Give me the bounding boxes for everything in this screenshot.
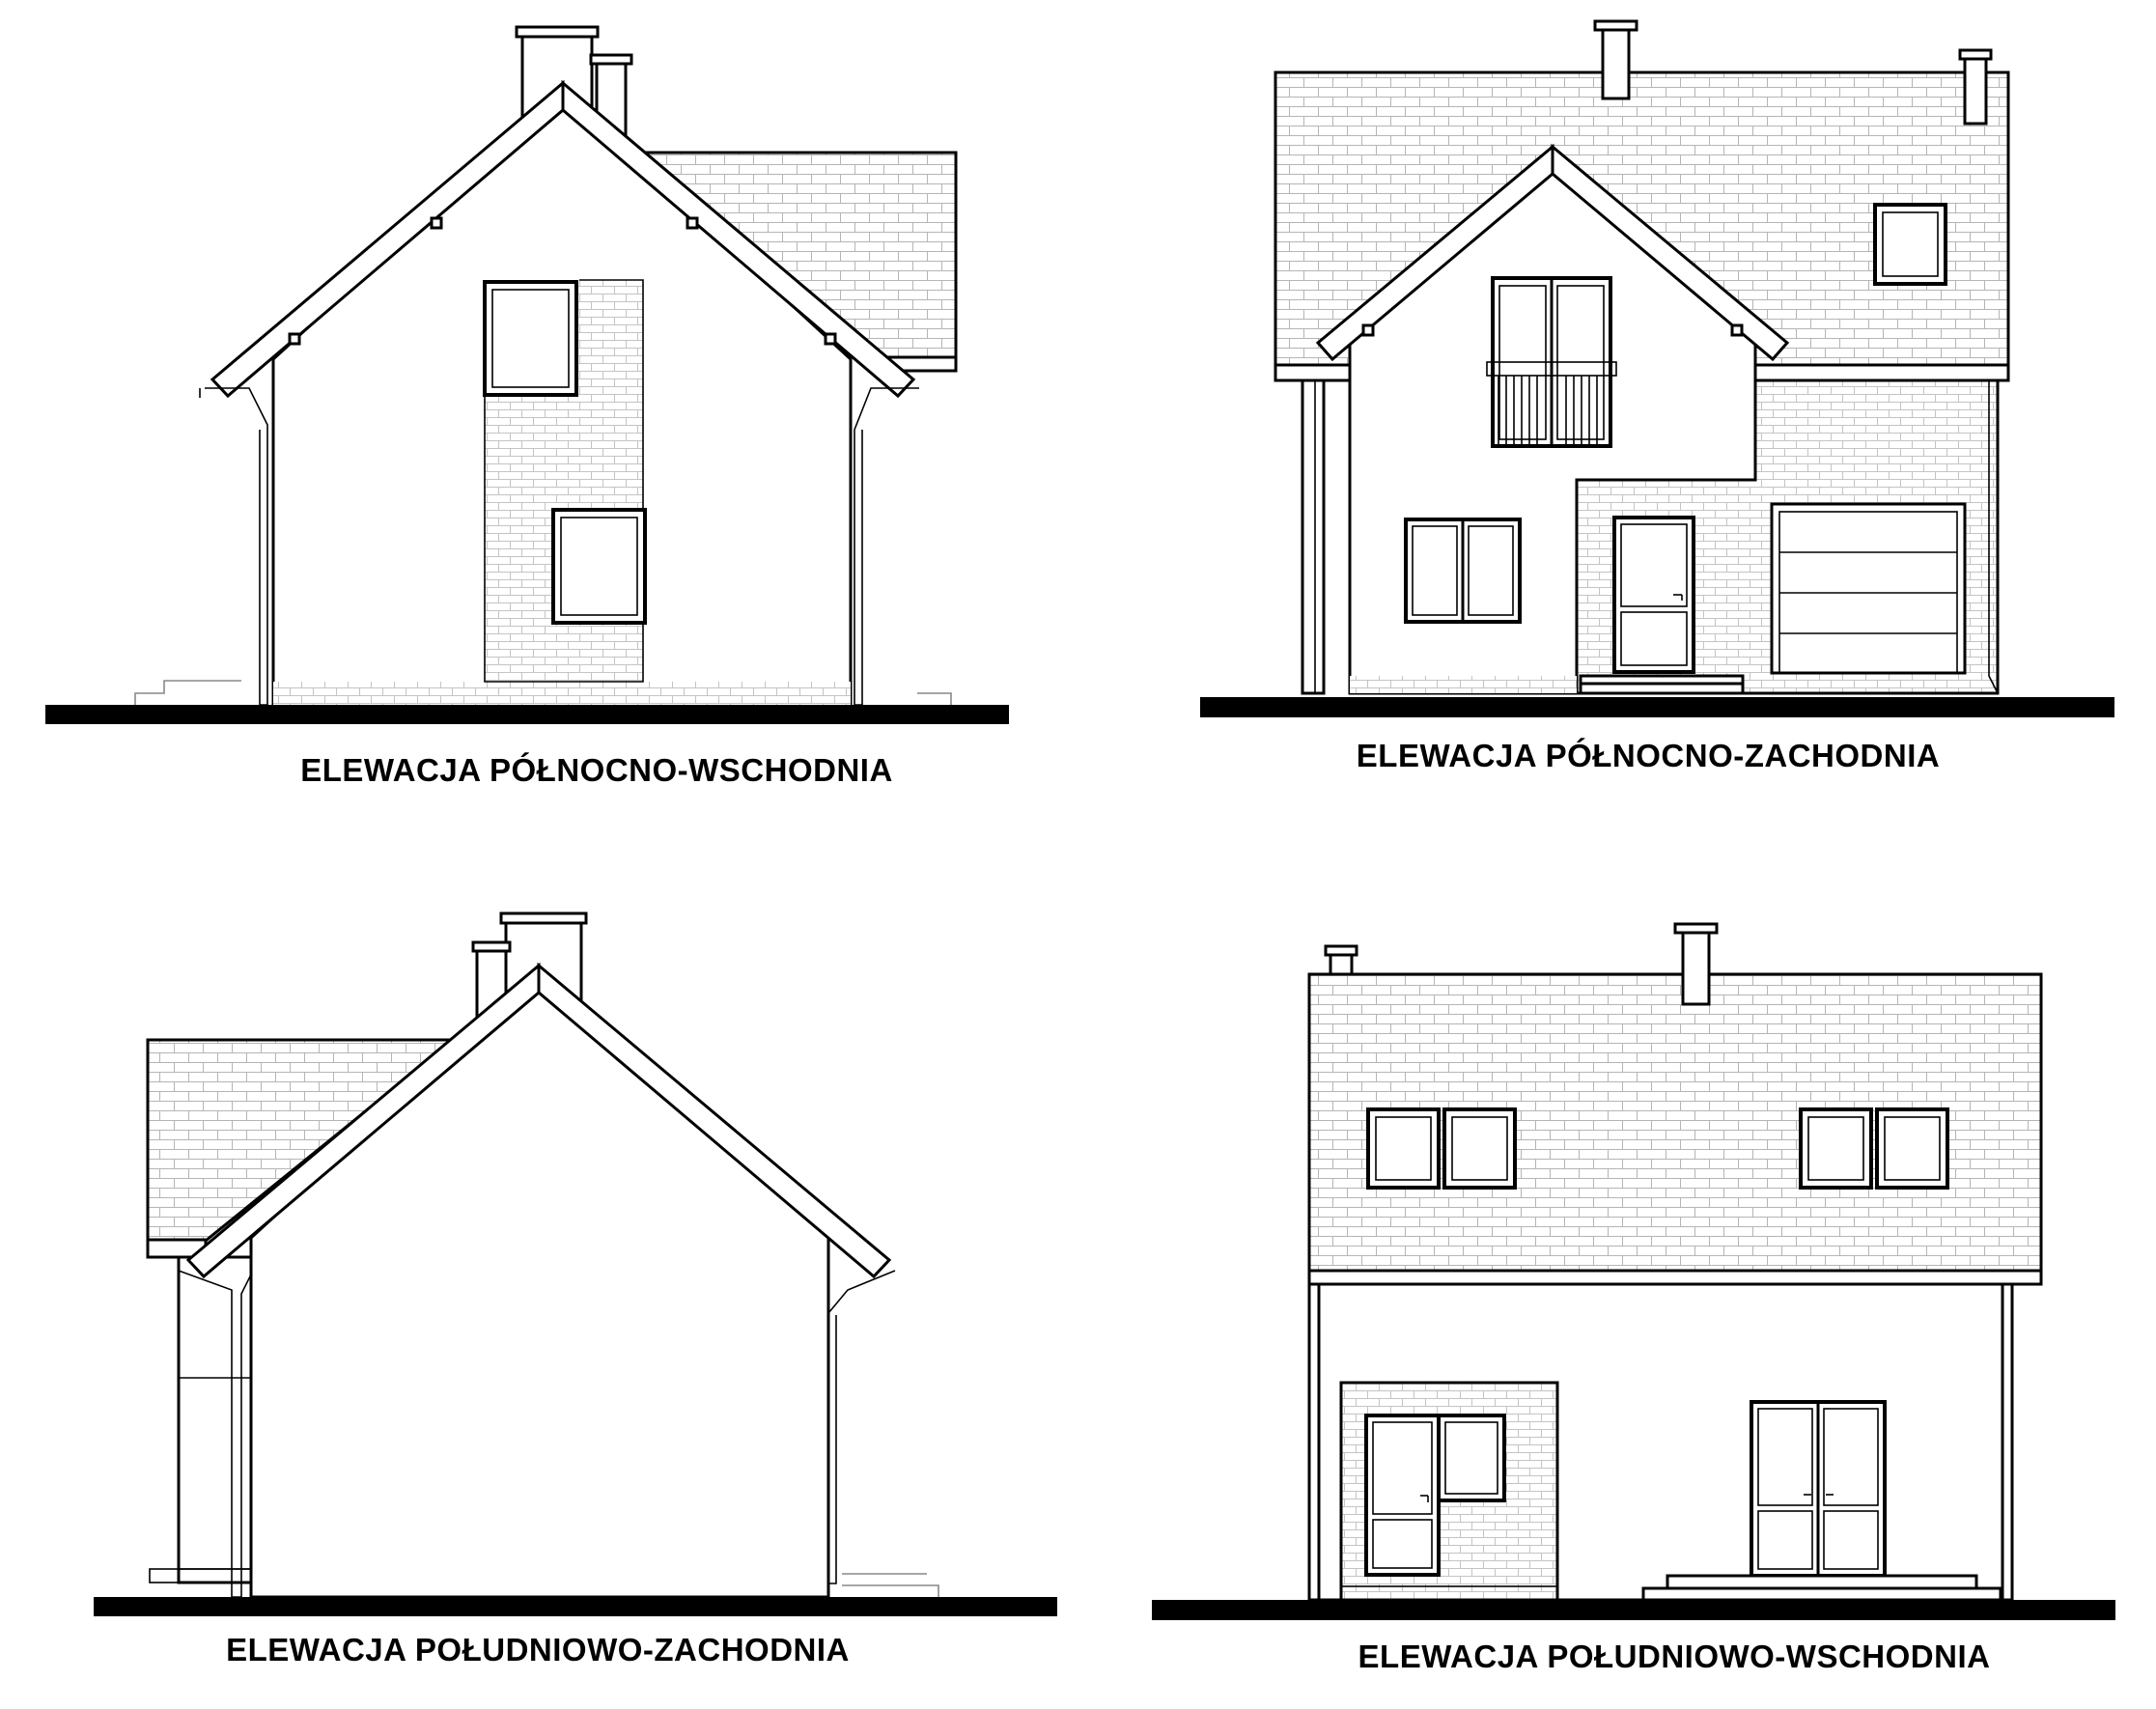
caption-elevation-sw: ELEWACJA POŁUDNIOWO-ZACHODNIA xyxy=(226,1632,850,1667)
elevation-nw xyxy=(1200,19,2114,717)
balustrade-bars xyxy=(1498,376,1598,446)
bargeboard-right xyxy=(561,79,916,399)
bargeboard-right xyxy=(1551,143,1790,362)
chimney xyxy=(1601,27,1631,100)
roof-window xyxy=(1875,1107,1949,1190)
roof-window xyxy=(1799,1107,1873,1190)
chimney xyxy=(1681,930,1711,1006)
garage-door xyxy=(1770,502,1967,675)
roof-window xyxy=(1366,1107,1441,1190)
elevation-ne xyxy=(45,25,1009,724)
ground-line xyxy=(1200,697,2114,717)
bargeboard-right xyxy=(537,962,892,1279)
french-balustrade xyxy=(1486,361,1617,377)
window xyxy=(551,508,647,625)
ground-line xyxy=(94,1597,1057,1616)
downpipe xyxy=(205,387,268,706)
caption-elevation-nw: ELEWACJA PÓŁNOCNO-ZACHODNIA xyxy=(1356,738,1941,773)
ground-line xyxy=(45,705,1009,724)
roof-window xyxy=(1873,203,1947,286)
window xyxy=(1437,1414,1506,1502)
roof-window xyxy=(1442,1107,1517,1190)
elevation-se xyxy=(1152,922,2115,1620)
caption-elevation-ne: ELEWACJA PÓŁNOCNO-WSCHODNIA xyxy=(300,752,893,788)
ground-line xyxy=(1152,1600,2115,1620)
terrace-door xyxy=(1364,1414,1441,1577)
caption-elevation-se: ELEWACJA POŁUDNIOWO-WSCHODNIA xyxy=(1358,1639,1991,1674)
elevation-sw xyxy=(94,911,1057,1616)
downpipe xyxy=(827,1270,896,1584)
chimney xyxy=(1329,952,1354,976)
window xyxy=(483,280,578,397)
downpipe xyxy=(854,387,919,706)
chimney xyxy=(1963,56,1988,126)
